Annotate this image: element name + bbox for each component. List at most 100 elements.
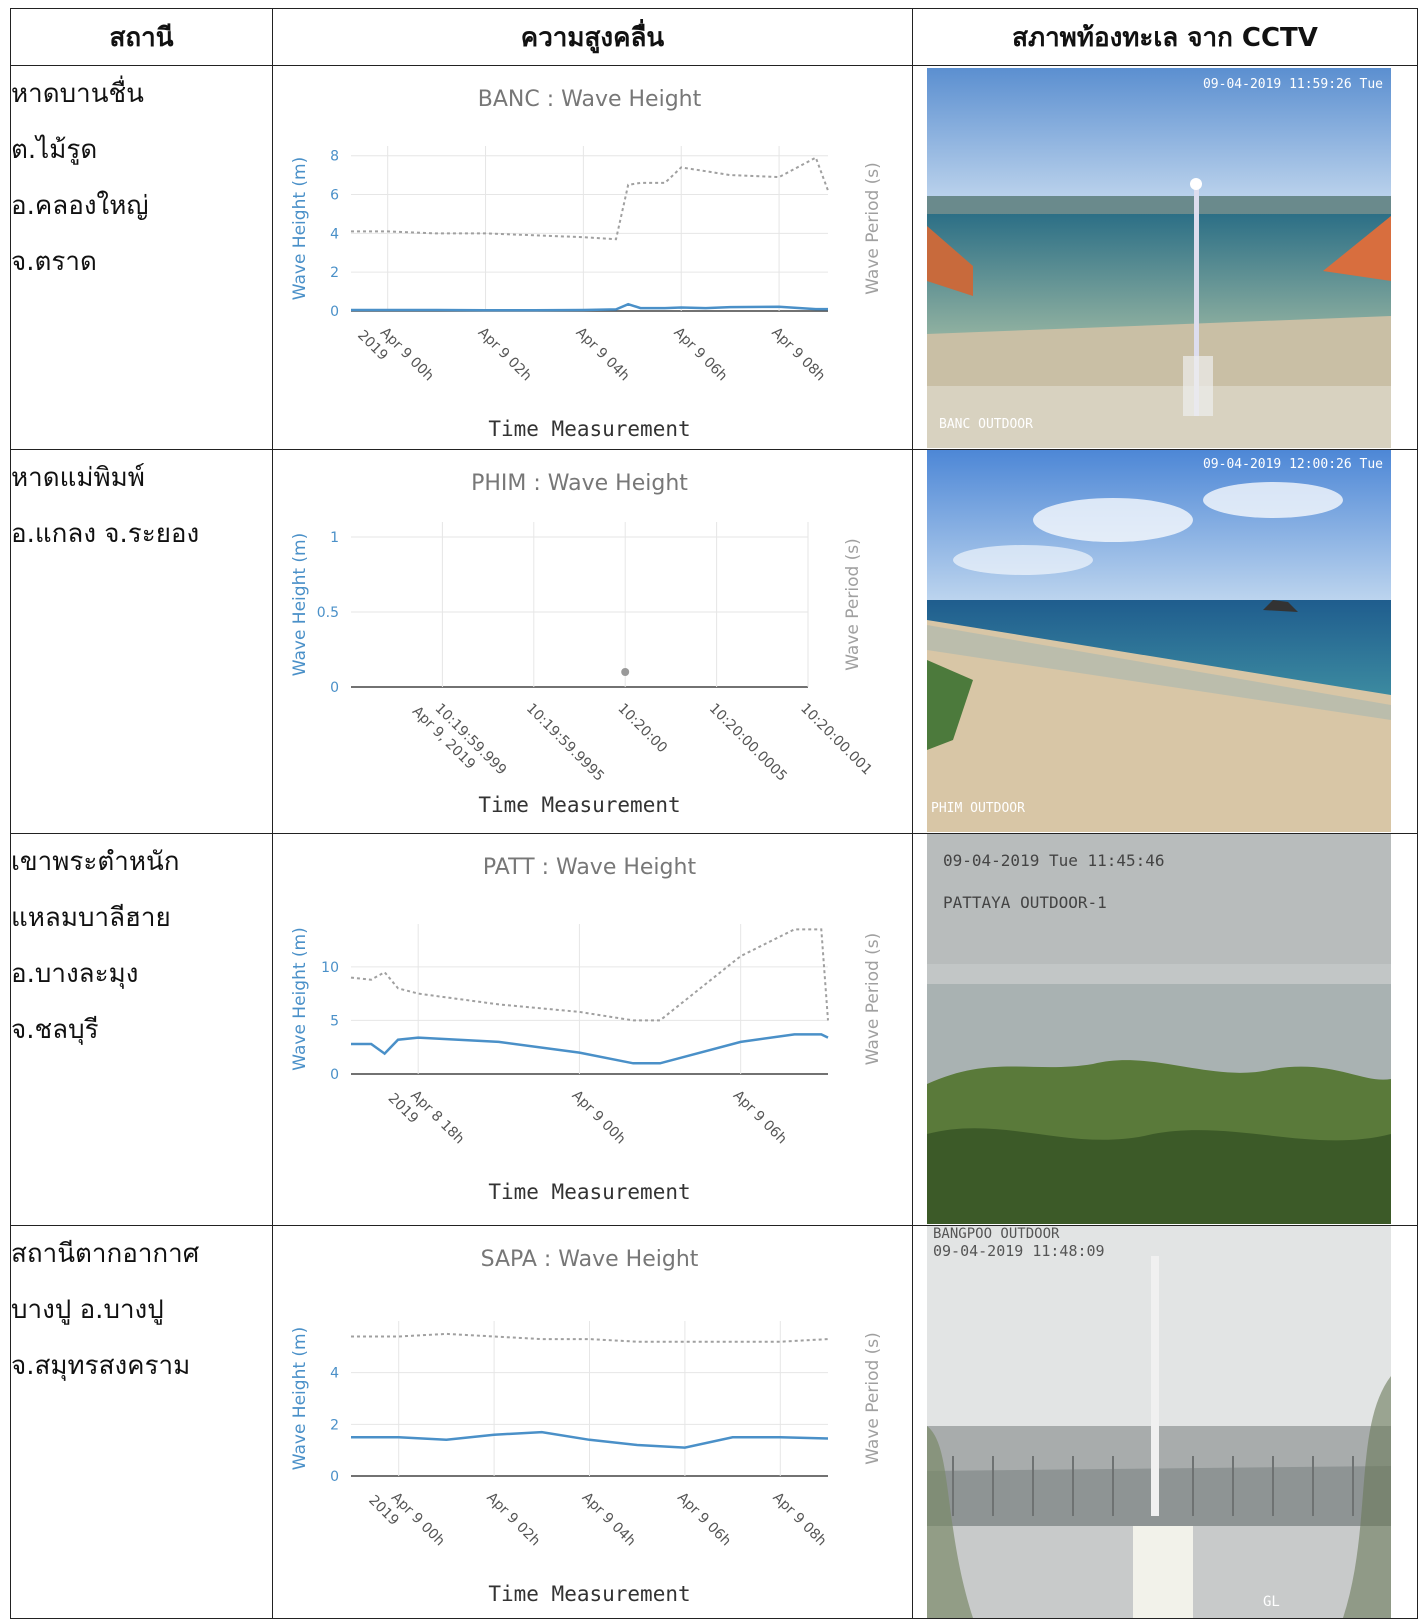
x-axis-title: Time Measurement [488, 1180, 690, 1204]
station-cell: เขาพระตำหนัก แหลมบาลีฮาย อ.บางละมุง จ.ชล… [10, 833, 273, 1226]
y-axis-title: Wave Height (m) [290, 533, 310, 677]
chart-cell-phim: PHIM : Wave Height 0 0.5 1 10:19:59.999Apr 9… [272, 449, 913, 834]
x-tick-label: Apr 9 00h2019 [365, 1480, 448, 1563]
station-line: อ.คลองใหญ่ [11, 191, 149, 221]
station-table: สถานี ความสูงคลื่น สภาพท้องทะเล จาก CCTV… [10, 8, 1418, 1619]
cam-label-secondary: GL [1263, 1594, 1280, 1610]
x-axis-title: Time Measurement [488, 1582, 690, 1606]
x-tick-label: 10:19:59.9995 [523, 701, 607, 785]
cctv-cell-sapa: BANGPOO OUTDOOR 09-04-2019 11:48:09 GL [912, 1225, 1418, 1619]
x-tick-label: 10:20:00.0005 [706, 701, 790, 785]
y-tick-label: 5 [330, 1013, 339, 1029]
y2-axis-title: Wave Period (s) [863, 933, 883, 1066]
x-tick-label: Apr 9 04h [573, 325, 633, 385]
station-cell: สถานีตากอากาศ บางปู อ.บางปู จ.สมุทรสงครา… [10, 1225, 273, 1619]
cam-label: BANC OUTDOOR [939, 417, 1033, 432]
y-tick-label: 0 [330, 680, 339, 696]
y-axis-title: Wave Height (m) [290, 1327, 310, 1471]
chart-title: SAPA : Wave Height [481, 1247, 699, 1272]
y-axis-title: Wave Height (m) [290, 927, 310, 1071]
wave-chart-phim: PHIM : Wave Height 0 0.5 1 10:19:59.999Apr 9… [290, 471, 875, 817]
x-tick-label: Apr 8 18h2019 [385, 1078, 468, 1161]
station-line: หาดแม่พิมพ์ [11, 463, 145, 493]
station-line: ต.ไม้รูด [11, 135, 98, 165]
y-tick-label: 6 [330, 188, 339, 204]
table-row: หาดแม่พิมพ์ อ.แกลง จ.ระยอง PHIM : Wave H… [10, 449, 1418, 834]
station-line: สถานีตากอากาศ [11, 1239, 200, 1269]
series-line-wave-height [351, 1430, 829, 1449]
x-tick-label: Apr 9 00h2019 [354, 315, 437, 398]
x-tick-label: 10:20:00 [614, 701, 670, 757]
chart-cell-banc: BANC : Wave Height 0 2 4 6 8 Apr 9 00h2019 Apr … [272, 65, 913, 450]
x-tick-label: Apr 9 08h [769, 1490, 829, 1550]
y-tick-label: 4 [330, 226, 339, 242]
cam-timestamp: 09-04-2019 Tue 11:45:46 [943, 851, 1165, 870]
chart-title: BANC : Wave Height [478, 87, 702, 112]
y-tick-label: 8 [330, 149, 339, 165]
header-station: สถานี [10, 8, 273, 66]
y-axis-title: Wave Height (m) [290, 157, 310, 301]
x-axis-title: Time Measurement [478, 793, 680, 817]
cam-timestamp: 09-04-2019 11:59:26 Tue [1203, 77, 1383, 92]
series-line-wave-height [351, 1033, 829, 1065]
cam-timestamp: 09-04-2019 11:48:09 [933, 1242, 1105, 1260]
y-tick-label: 2 [330, 1417, 339, 1433]
cctv-image-banc: 09-04-2019 11:59:26 Tue BANC OUTDOOR [927, 66, 1391, 448]
cam-label: PATTAYA OUTDOOR-1 [943, 893, 1107, 912]
cctv-image-phim: 09-04-2019 12:00:26 Tue PHIM OUTDOOR [927, 450, 1391, 832]
station-line: อ.แกลง จ.ระยอง [11, 519, 200, 549]
y2-axis-title: Wave Period (s) [863, 1332, 883, 1465]
series-line-wave-period [351, 156, 829, 241]
cam-label: PHIM OUTDOOR [931, 801, 1025, 816]
header-cctv: สภาพท้องทะเล จาก CCTV [912, 8, 1418, 66]
series-line-wave-height [351, 302, 828, 312]
x-tick-label: 10:20:00.001 [797, 701, 875, 779]
cam-timestamp: 09-04-2019 12:00:26 Tue [1203, 457, 1383, 472]
cctv-cell-patt: 09-04-2019 Tue 11:45:46 PATTAYA OUTDOOR-… [912, 833, 1418, 1226]
station-line: เขาพระตำหนัก [11, 847, 180, 877]
chart-title: PATT : Wave Height [483, 855, 697, 880]
y-tick-label: 0 [330, 304, 339, 320]
x-tick-label: Apr 9 00h [569, 1088, 629, 1148]
y-tick-label: 4 [330, 1366, 339, 1382]
x-tick-label: Apr 9 02h [475, 325, 535, 385]
x-tick-label: Apr 9 02h [483, 1490, 543, 1550]
station-cell: หาดบานชื่น ต.ไม้รูด อ.คลองใหญ่ จ.ตราด [10, 65, 273, 450]
y-tick-label: 0 [330, 1067, 339, 1083]
station-line: หาดบานชื่น [11, 79, 144, 109]
cctv-image-sapa: BANGPOO OUTDOOR 09-04-2019 11:48:09 GL [927, 1226, 1391, 1618]
chart-cell-sapa: SAPA : Wave Height 0 2 4 Apr 9 00h2019 Apr 9 … [272, 1225, 913, 1619]
wave-chart-sapa: SAPA : Wave Height 0 2 4 Apr 9 00h2019 Apr 9 … [290, 1247, 883, 1606]
y-tick-label: 0 [330, 1469, 339, 1485]
x-tick-label: Apr 9 06h [670, 325, 730, 385]
cctv-cell-banc: 09-04-2019 11:59:26 Tue BANC OUTDOOR [912, 65, 1418, 450]
station-line: จ.ตราด [11, 247, 97, 277]
cam-label: BANGPOO OUTDOOR [933, 1226, 1060, 1242]
x-tick-label: Apr 9 06h [674, 1490, 734, 1550]
station-line: จ.ชลบุรี [11, 1015, 99, 1045]
y2-axis-title: Wave Period (s) [863, 162, 883, 295]
y-tick-label: 10 [321, 960, 339, 976]
station-line: แหลมบาลีฮาย [11, 903, 171, 933]
series-line-wave-period [350, 928, 829, 1022]
station-line: อ.บางละมุง [11, 959, 139, 989]
station-cell: หาดแม่พิมพ์ อ.แกลง จ.ระยอง [10, 449, 273, 834]
table-row: สถานีตากอากาศ บางปู อ.บางปู จ.สมุทรสงครา… [10, 1225, 1418, 1619]
y2-axis-title: Wave Period (s) [843, 538, 863, 671]
x-tick-label: 10:19:59.999Apr 9, 2019 [409, 691, 509, 791]
chart-cell-patt: PATT : Wave Height 0 5 10 Apr 8 18h2019 Apr 9… [272, 833, 913, 1226]
station-line: บางปู อ.บางปู [11, 1295, 164, 1325]
x-axis-title: Time Measurement [488, 417, 690, 441]
y-tick-label: 2 [330, 265, 339, 281]
cctv-cell-phim: 09-04-2019 12:00:26 Tue PHIM OUTDOOR [912, 449, 1418, 834]
data-point [621, 668, 630, 676]
y-tick-label: 1 [330, 530, 339, 546]
x-tick-label: Apr 9 08h [768, 325, 828, 385]
table-row: หาดบานชื่น ต.ไม้รูด อ.คลองใหญ่ จ.ตราด BA… [10, 65, 1418, 450]
table-row: เขาพระตำหนัก แหลมบาลีฮาย อ.บางละมุง จ.ชล… [10, 833, 1418, 1226]
station-line: จ.สมุทรสงคราม [11, 1351, 191, 1381]
x-tick-label: Apr 9 04h [579, 1490, 639, 1550]
cctv-image-patt: 09-04-2019 Tue 11:45:46 PATTAYA OUTDOOR-… [927, 834, 1391, 1224]
x-tick-label: Apr 9 06h [730, 1088, 790, 1148]
series-line-wave-period [351, 1332, 829, 1343]
